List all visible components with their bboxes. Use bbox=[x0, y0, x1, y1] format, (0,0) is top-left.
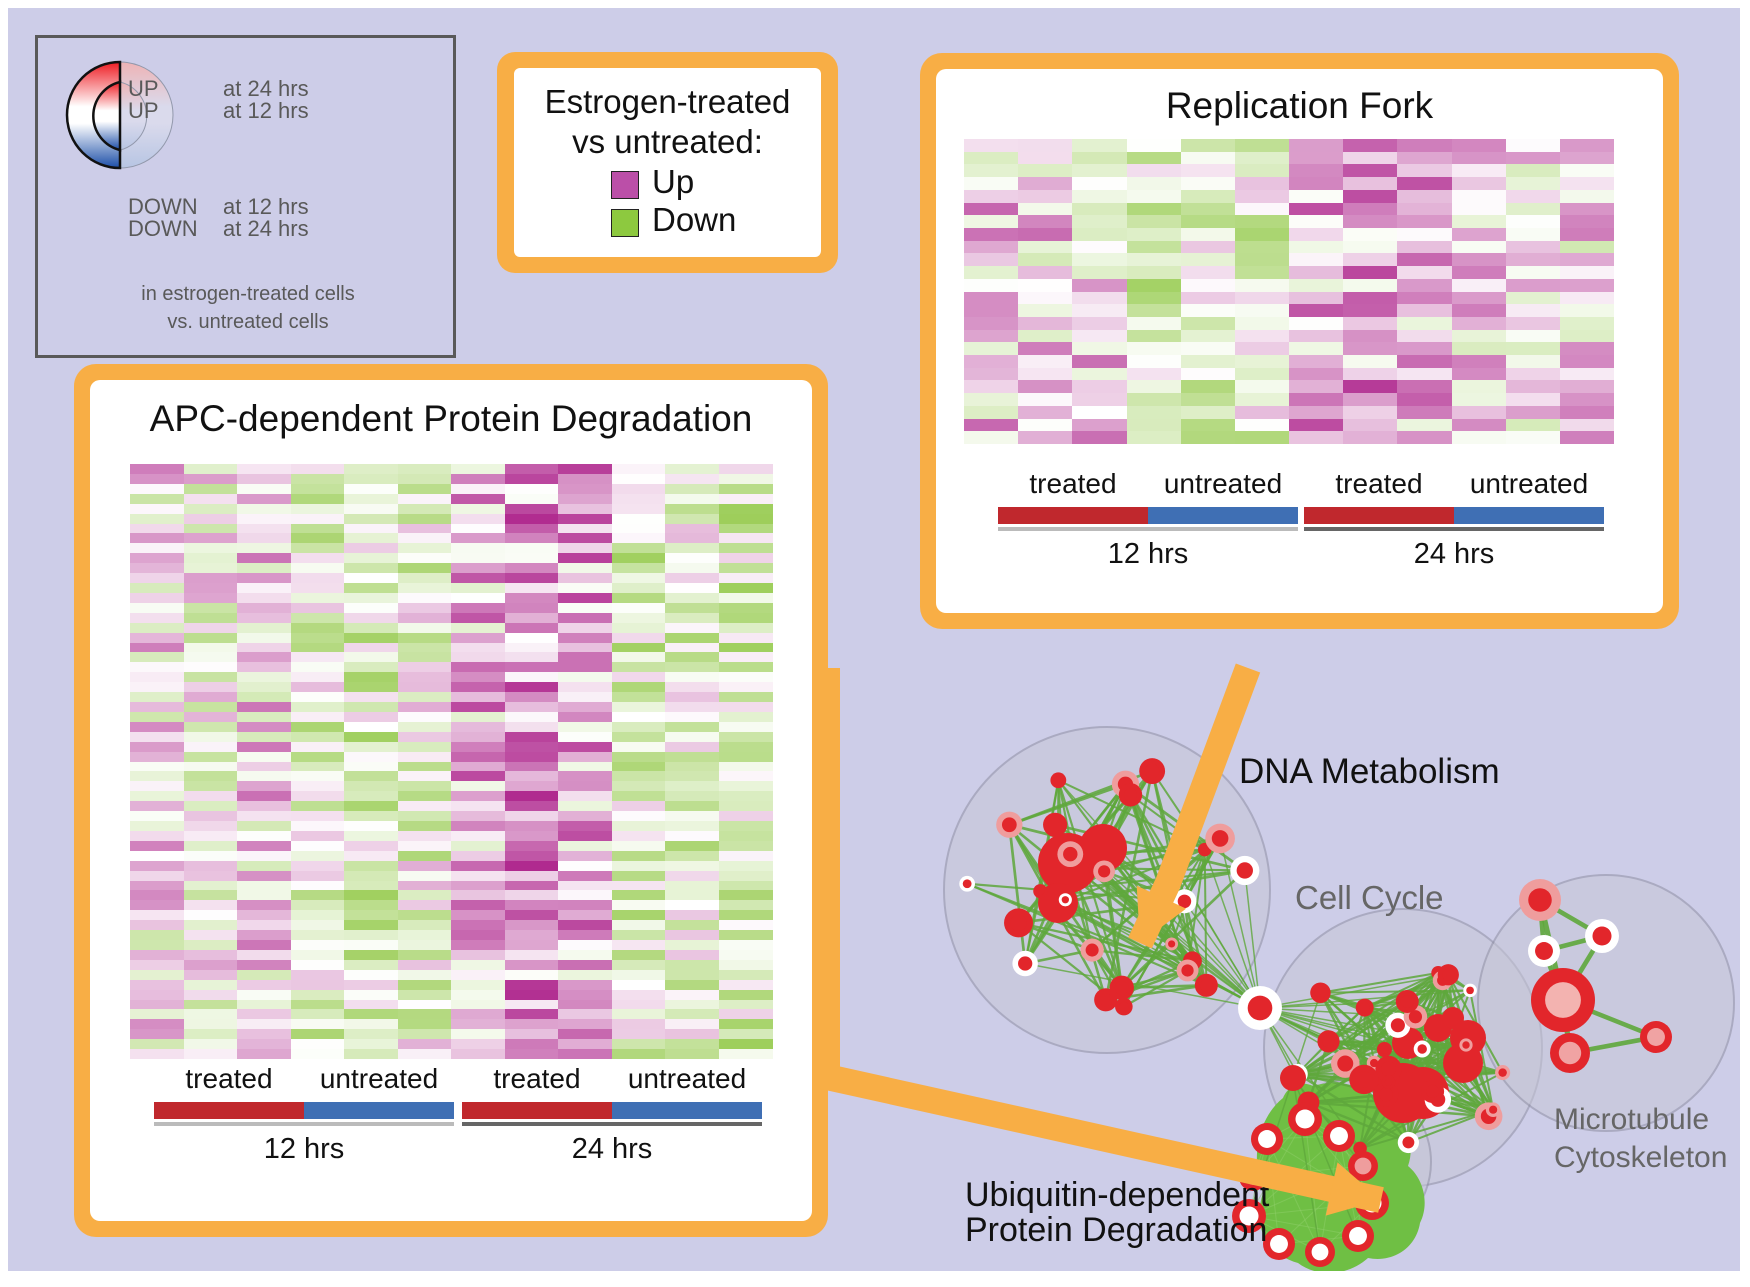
svg-text:Cell Cycle: Cell Cycle bbox=[1295, 879, 1444, 916]
svg-text:Ubiquitin-dependent: Ubiquitin-dependent bbox=[965, 1176, 1270, 1214]
svg-text:DNA Metabolism: DNA Metabolism bbox=[1239, 752, 1500, 791]
svg-text:Protein Degradation: Protein Degradation bbox=[965, 1211, 1267, 1249]
svg-text:Microtubule: Microtubule bbox=[1554, 1103, 1709, 1136]
svg-text:Cytoskeleton: Cytoskeleton bbox=[1554, 1141, 1727, 1174]
